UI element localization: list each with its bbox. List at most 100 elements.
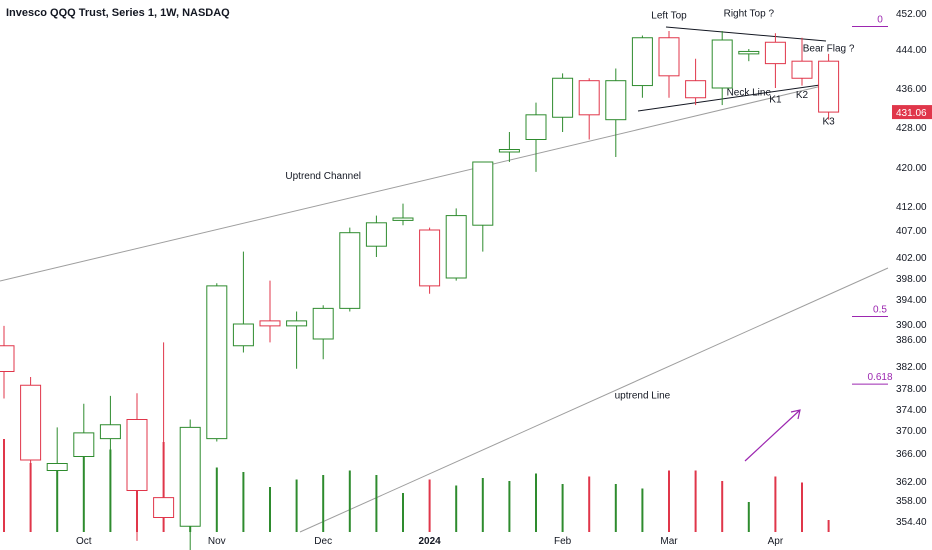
volume-bar — [322, 475, 325, 532]
candle-body — [126, 419, 148, 491]
candle — [791, 37, 813, 86]
candle-body — [472, 161, 494, 226]
uptrend-line — [299, 267, 889, 533]
candle-body — [685, 80, 707, 99]
volume-bar — [721, 481, 724, 532]
candle — [20, 377, 42, 503]
y-tick-label: 420.00 — [896, 163, 927, 174]
candle-body — [631, 37, 653, 87]
candle — [764, 33, 786, 88]
neck-line — [637, 84, 821, 112]
y-tick-label: 370.00 — [896, 426, 927, 437]
y-tick-label: 394.00 — [896, 295, 927, 306]
candle — [578, 78, 600, 140]
candle-body — [605, 80, 627, 121]
candle — [365, 215, 387, 257]
x-tick-label: Mar — [660, 536, 678, 547]
candle — [392, 203, 414, 226]
candle-body — [259, 320, 281, 327]
candle — [339, 227, 361, 312]
volume-bar — [827, 520, 830, 532]
candle-body — [445, 215, 467, 279]
candle-body — [73, 432, 95, 457]
y-tick-label: 428.00 — [896, 123, 927, 134]
candle — [312, 305, 334, 360]
candle-body — [738, 50, 760, 55]
candle — [232, 251, 254, 353]
volume-bar — [588, 476, 591, 532]
trend-lines-layer — [0, 26, 889, 533]
y-tick-label: 452.00 — [896, 9, 927, 20]
candle — [818, 53, 840, 120]
volume-bar — [295, 479, 298, 532]
y-tick-label: 412.00 — [896, 202, 927, 213]
top-resistance-line — [665, 26, 827, 42]
volume-bar — [82, 454, 85, 532]
fib-level-label: 0.5 — [873, 305, 887, 316]
candle-body — [339, 232, 361, 309]
candle-body — [791, 60, 813, 79]
x-tick-label: Oct — [76, 536, 92, 547]
candle-body — [286, 320, 308, 327]
volume-bar — [375, 475, 378, 532]
volume-bar — [215, 467, 218, 532]
y-tick-label: 436.00 — [896, 84, 927, 95]
candle — [153, 342, 175, 527]
volume-bar — [747, 502, 750, 532]
volume-bar — [535, 473, 537, 532]
candle-body — [20, 384, 42, 461]
y-tick-label: 390.00 — [896, 320, 927, 331]
volume-arrow-head — [790, 409, 801, 420]
last-price-label: 431.06 — [896, 108, 927, 119]
candle — [685, 58, 707, 106]
annotation-label: K1 — [769, 95, 782, 106]
candle — [99, 395, 121, 453]
candle — [552, 73, 574, 132]
candle — [179, 419, 201, 550]
volume-bar — [428, 479, 431, 532]
candle — [525, 102, 547, 172]
candle — [631, 35, 653, 98]
annotation-label: K3 — [822, 117, 835, 128]
volume-bar — [774, 476, 777, 532]
volume-bar — [402, 493, 404, 532]
volume-bar — [109, 449, 112, 532]
last-price-tag — [892, 105, 932, 120]
x-tick-label: Dec — [314, 536, 332, 547]
volume-bar — [668, 470, 670, 532]
volume-bar — [481, 478, 484, 532]
y-tick-label: 358.00 — [896, 496, 927, 507]
annotations-layer: Left Top Right Top ?Bear Flag ?Neck LineK… — [285, 9, 854, 402]
candles-layer — [0, 31, 840, 550]
volume-bar — [3, 439, 5, 532]
annotation-label: K2 — [796, 90, 809, 101]
annotation-label: Uptrend Channel — [285, 171, 361, 182]
candle — [605, 68, 627, 157]
y-tick-label: 378.00 — [896, 384, 927, 395]
volume-bar — [694, 470, 697, 532]
candle — [46, 427, 68, 478]
chart-title: Invesco QQQ Trust, Series 1, 1W, NASDAQ — [6, 7, 230, 19]
candle-body — [99, 424, 121, 440]
candle-body — [153, 497, 175, 518]
annotation-label: Neck Line — [727, 87, 772, 98]
candle-body — [179, 426, 201, 527]
candle-body — [46, 463, 68, 471]
candle — [472, 161, 494, 252]
candle — [419, 227, 441, 294]
candle — [286, 311, 308, 369]
candle-body — [578, 80, 600, 116]
volume-bar — [801, 482, 803, 532]
y-tick-label: 362.00 — [896, 477, 927, 488]
volume-bar — [348, 470, 351, 532]
y-tick-label: 354.40 — [896, 517, 927, 528]
candle-body — [0, 345, 15, 372]
fib-levels-layer: 0 0.5 0.618 — [852, 15, 893, 385]
volume-bar — [614, 484, 617, 532]
volume-bar — [508, 481, 511, 532]
volume-arrow-line — [744, 409, 801, 462]
candle — [498, 132, 520, 162]
annotation-label: Left Top — [651, 10, 687, 21]
y-tick-label: 398.00 — [896, 274, 927, 285]
